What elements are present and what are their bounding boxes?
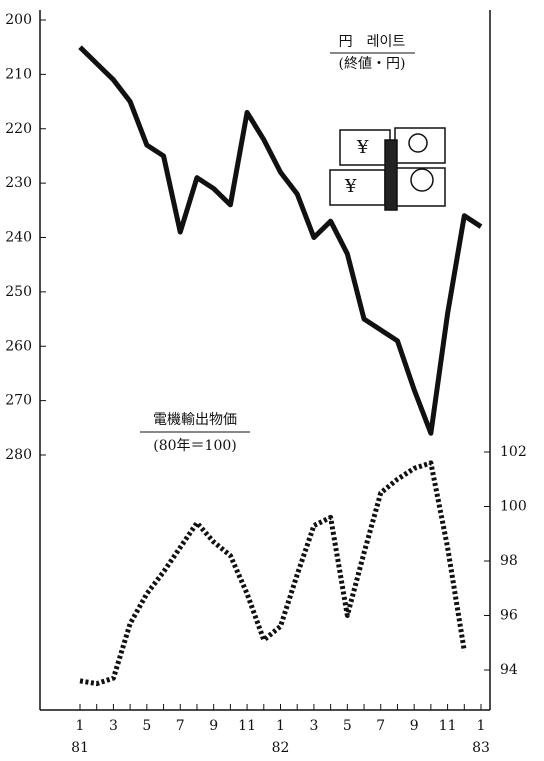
y2-tick-label: 96 (500, 608, 518, 624)
y-tick-label: 270 (5, 393, 32, 409)
svg-text:¥: ¥ (356, 137, 369, 158)
x-tick-label: 3 (309, 718, 318, 734)
svg-text:¥: ¥ (344, 176, 357, 197)
x-tick-label: 1 (477, 718, 486, 734)
y-tick-label: 240 (5, 230, 32, 246)
x-tick-label: 9 (410, 718, 419, 734)
x-tick-label: 11 (439, 718, 457, 734)
money-icon: ¥¥ (329, 127, 446, 211)
year-label: 82 (272, 740, 290, 756)
series-line (79, 460, 467, 687)
year-label: 81 (71, 740, 89, 756)
x-tick-label: 9 (209, 718, 218, 734)
x-tick-label: 7 (376, 718, 385, 734)
y2-tick-label: 94 (500, 662, 518, 678)
x-tick-label: 11 (238, 718, 256, 734)
y-tick-label: 210 (5, 66, 32, 82)
x-tick-label: 1 (276, 718, 285, 734)
y-tick-label: 250 (5, 284, 32, 300)
title2: 電機輸出物価 (153, 412, 237, 428)
year-label: 83 (472, 740, 490, 756)
x-tick-label: 5 (343, 718, 352, 734)
x-tick-label: 1 (76, 718, 85, 734)
title: 円 레이트 (339, 34, 406, 50)
subtitle: (終値・円) (339, 56, 406, 72)
y-tick-label: 260 (5, 338, 32, 354)
y-tick-label: 280 (5, 447, 32, 463)
x-tick-label: 3 (109, 718, 118, 734)
y-tick-label: 200 (5, 12, 32, 28)
x-tick-label: 7 (176, 718, 185, 734)
y2-tick-label: 98 (500, 553, 518, 569)
series-line (78, 45, 483, 436)
y2-tick-label: 100 (500, 499, 527, 515)
y2-tick-label: 102 (500, 444, 527, 460)
y-tick-label: 230 (5, 175, 32, 191)
subtitle2: (80年＝100) (153, 438, 236, 454)
x-tick-label: 5 (142, 718, 151, 734)
y-tick-label: 220 (5, 121, 32, 137)
